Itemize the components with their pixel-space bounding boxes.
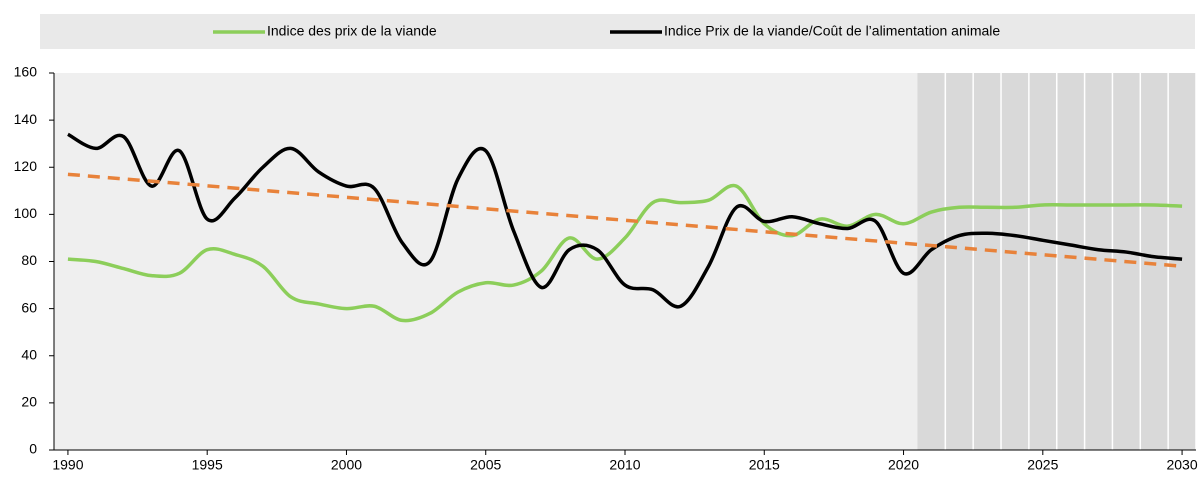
x-tick-label: 1995 <box>192 457 223 473</box>
series-line <box>67 183 1183 323</box>
legend-label: Indice des prix de la viande <box>267 23 437 39</box>
y-tick-label: 80 <box>21 252 37 268</box>
x-tick-label: 2025 <box>1027 457 1058 473</box>
series-line <box>67 132 1183 309</box>
x-tick-label: 2005 <box>470 457 501 473</box>
x-tick-label: 2000 <box>331 457 362 473</box>
y-tick-label: 0 <box>29 441 37 457</box>
legend-label: Indice Prix de la viande/Coût de l’alime… <box>664 23 1000 39</box>
y-tick-label: 40 <box>21 346 37 362</box>
y-tick-label: 20 <box>21 394 37 410</box>
x-tick-label: 2015 <box>749 457 780 473</box>
y-tick-label: 140 <box>14 111 38 127</box>
trend-line <box>67 172 1183 268</box>
y-tick-label: 120 <box>14 158 38 174</box>
x-tick-label: 2020 <box>888 457 919 473</box>
x-tick-label: 2030 <box>1166 457 1197 473</box>
x-tick-label: 2010 <box>609 457 640 473</box>
y-tick-label: 160 <box>14 64 38 80</box>
y-tick-label: 100 <box>14 205 38 221</box>
y-tick-label: 60 <box>21 299 37 315</box>
x-tick-label: 1990 <box>52 457 83 473</box>
